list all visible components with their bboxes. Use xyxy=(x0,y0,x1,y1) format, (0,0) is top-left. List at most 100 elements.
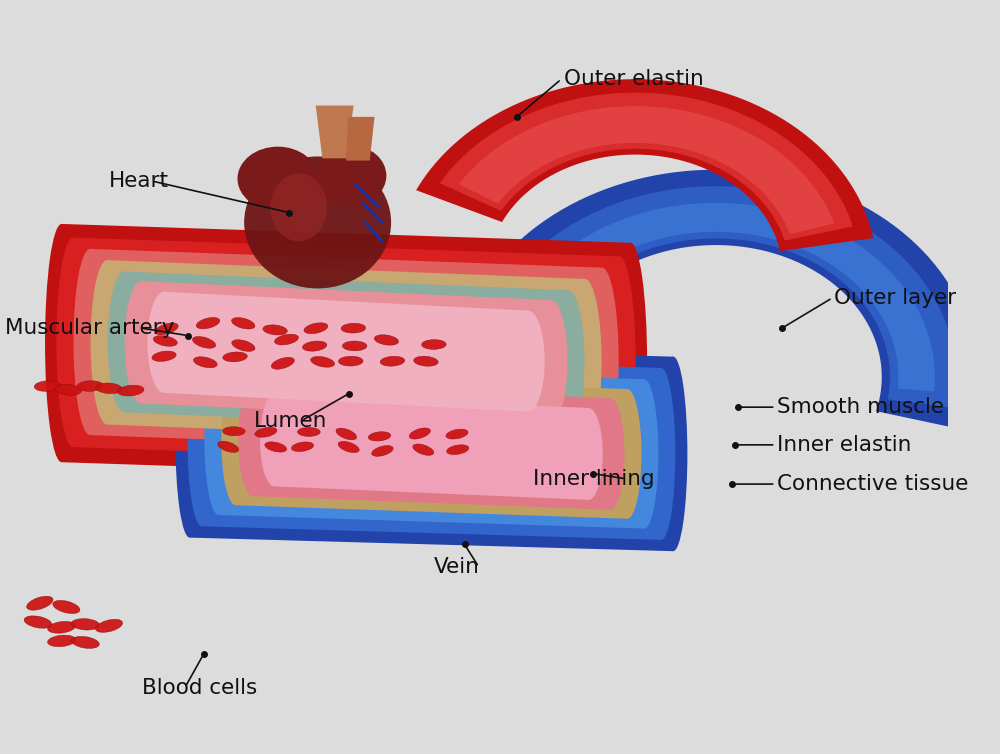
Polygon shape xyxy=(274,394,589,500)
Ellipse shape xyxy=(27,596,53,610)
Ellipse shape xyxy=(446,429,468,439)
Ellipse shape xyxy=(147,292,181,393)
Polygon shape xyxy=(90,249,602,454)
Ellipse shape xyxy=(297,428,320,437)
Polygon shape xyxy=(236,375,627,519)
Ellipse shape xyxy=(338,441,359,452)
Ellipse shape xyxy=(372,446,393,456)
Ellipse shape xyxy=(263,325,287,335)
Ellipse shape xyxy=(118,385,144,396)
Ellipse shape xyxy=(71,618,100,630)
Ellipse shape xyxy=(71,636,99,648)
Ellipse shape xyxy=(192,336,216,348)
Text: Inner elastin: Inner elastin xyxy=(777,435,912,455)
Ellipse shape xyxy=(291,442,314,452)
Text: Vein: Vein xyxy=(434,557,480,577)
Ellipse shape xyxy=(238,385,267,496)
Polygon shape xyxy=(190,343,673,551)
Ellipse shape xyxy=(413,444,434,455)
Ellipse shape xyxy=(341,323,366,333)
Ellipse shape xyxy=(221,375,250,505)
Ellipse shape xyxy=(152,351,176,361)
Ellipse shape xyxy=(270,173,327,241)
Polygon shape xyxy=(62,224,631,481)
Ellipse shape xyxy=(568,279,602,443)
Ellipse shape xyxy=(265,442,287,452)
Text: Heart: Heart xyxy=(109,171,169,191)
Ellipse shape xyxy=(311,357,335,367)
Polygon shape xyxy=(164,292,528,412)
Ellipse shape xyxy=(409,428,430,439)
Text: Lumen: Lumen xyxy=(254,411,327,431)
Ellipse shape xyxy=(56,238,90,447)
Ellipse shape xyxy=(596,398,625,510)
Text: Outer layer: Outer layer xyxy=(834,288,956,308)
Ellipse shape xyxy=(255,428,277,437)
Polygon shape xyxy=(73,238,619,466)
Ellipse shape xyxy=(551,290,585,431)
Ellipse shape xyxy=(77,381,103,391)
Ellipse shape xyxy=(125,281,158,403)
Ellipse shape xyxy=(534,300,567,422)
Ellipse shape xyxy=(613,389,641,519)
Polygon shape xyxy=(459,106,834,234)
Ellipse shape xyxy=(24,616,52,628)
Polygon shape xyxy=(316,106,354,158)
Ellipse shape xyxy=(336,428,357,440)
Ellipse shape xyxy=(48,621,76,633)
Text: Smooth muscle: Smooth muscle xyxy=(777,397,944,417)
Ellipse shape xyxy=(193,357,217,368)
Text: Outer elastin: Outer elastin xyxy=(564,69,704,89)
Ellipse shape xyxy=(512,311,545,412)
Ellipse shape xyxy=(574,408,603,500)
Ellipse shape xyxy=(187,354,216,526)
Ellipse shape xyxy=(53,600,80,614)
Ellipse shape xyxy=(447,445,469,455)
Ellipse shape xyxy=(374,335,399,345)
Polygon shape xyxy=(107,260,585,443)
Ellipse shape xyxy=(380,356,405,366)
Text: Inner lining: Inner lining xyxy=(533,469,654,489)
Polygon shape xyxy=(124,271,568,431)
Ellipse shape xyxy=(315,146,386,206)
Text: Connective tissue: Connective tissue xyxy=(777,474,969,494)
Ellipse shape xyxy=(34,381,61,391)
Ellipse shape xyxy=(45,224,78,462)
Ellipse shape xyxy=(659,357,687,551)
Ellipse shape xyxy=(260,394,288,486)
Ellipse shape xyxy=(603,256,636,466)
Ellipse shape xyxy=(368,432,391,441)
Ellipse shape xyxy=(244,157,391,289)
Polygon shape xyxy=(440,93,853,241)
Ellipse shape xyxy=(108,271,141,412)
Ellipse shape xyxy=(218,441,239,452)
Ellipse shape xyxy=(73,249,107,435)
Ellipse shape xyxy=(302,341,327,351)
Ellipse shape xyxy=(338,356,363,366)
Ellipse shape xyxy=(153,336,177,346)
Ellipse shape xyxy=(91,260,124,425)
Ellipse shape xyxy=(204,366,233,515)
Ellipse shape xyxy=(96,383,122,394)
Ellipse shape xyxy=(647,368,675,540)
Ellipse shape xyxy=(271,357,294,369)
Ellipse shape xyxy=(414,356,438,366)
Ellipse shape xyxy=(175,343,204,538)
Text: Muscular artery: Muscular artery xyxy=(5,318,174,338)
Ellipse shape xyxy=(223,352,247,362)
Ellipse shape xyxy=(422,339,446,349)
Ellipse shape xyxy=(304,323,328,334)
Polygon shape xyxy=(518,203,935,391)
Ellipse shape xyxy=(614,243,647,481)
Ellipse shape xyxy=(275,334,299,345)
Ellipse shape xyxy=(55,385,81,395)
Ellipse shape xyxy=(155,323,178,335)
Ellipse shape xyxy=(232,340,255,351)
Text: Blood cells: Blood cells xyxy=(142,678,257,697)
Polygon shape xyxy=(141,281,551,422)
Ellipse shape xyxy=(48,635,76,647)
Ellipse shape xyxy=(222,427,245,436)
Ellipse shape xyxy=(630,379,658,529)
Polygon shape xyxy=(252,385,610,510)
Polygon shape xyxy=(491,186,956,408)
